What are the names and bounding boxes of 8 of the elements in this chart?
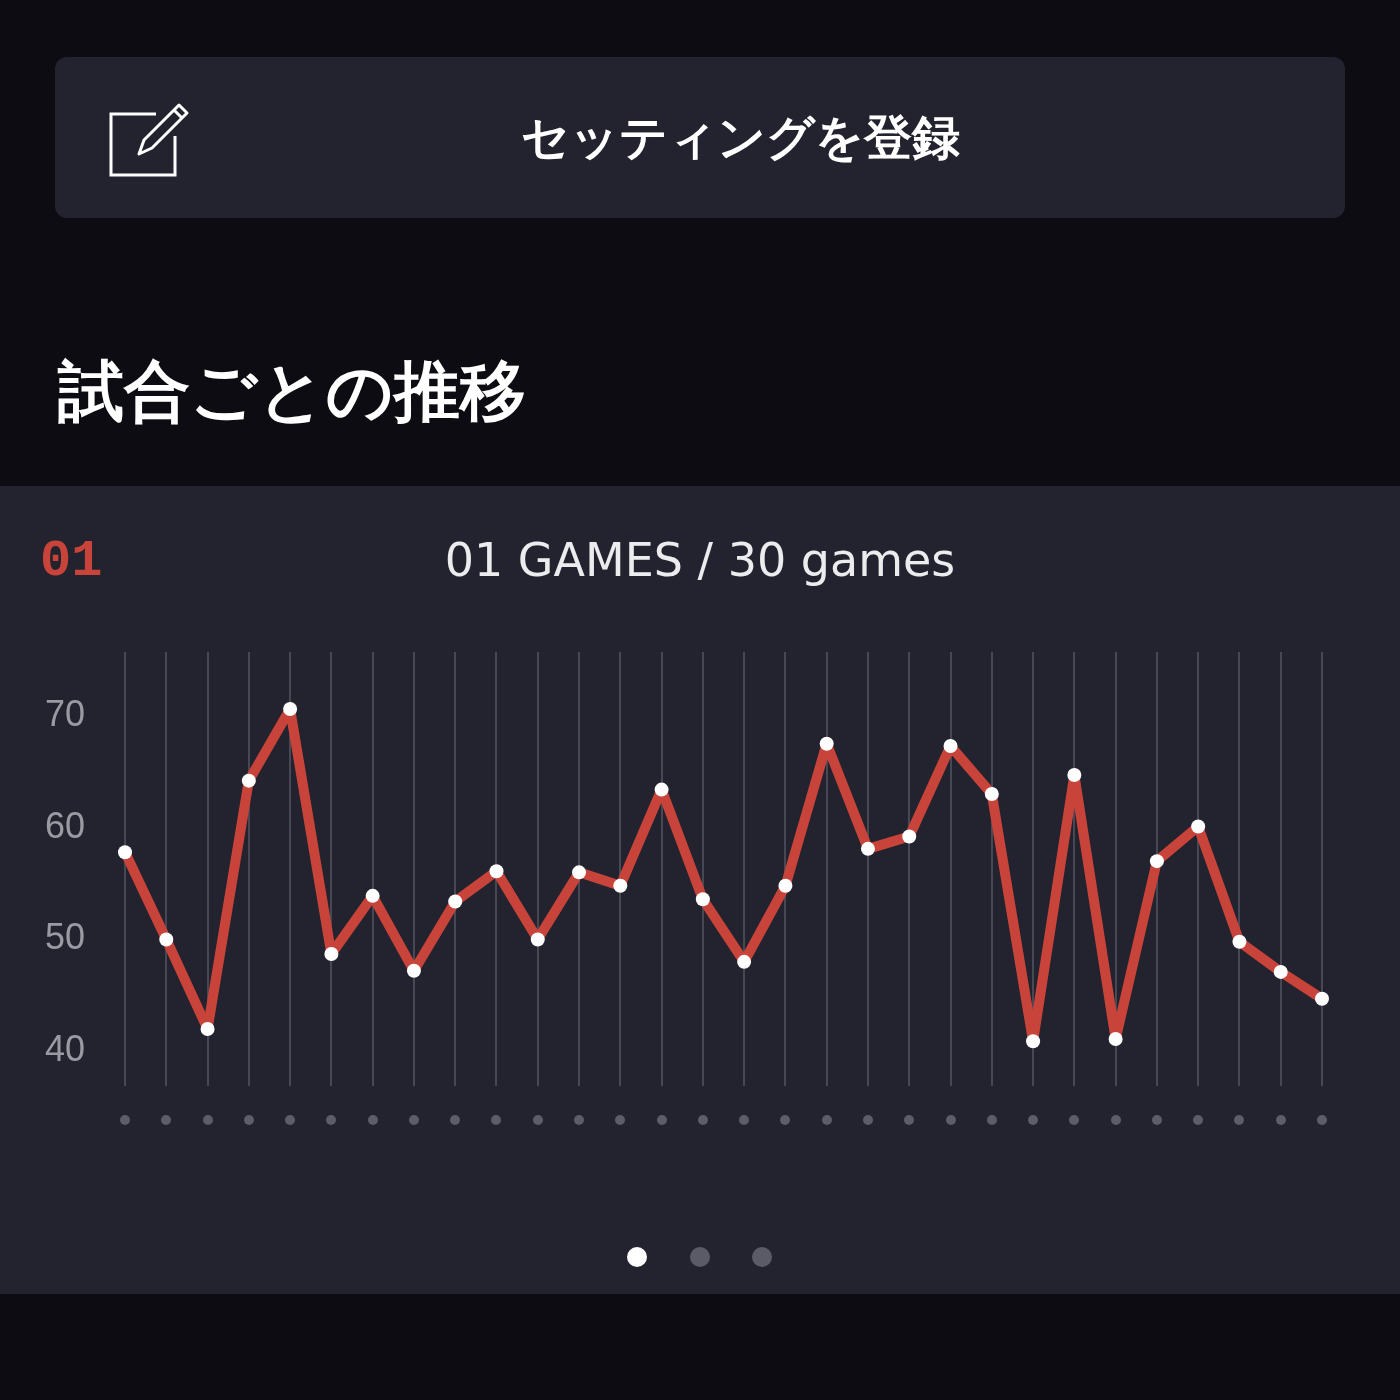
- chart-subtitle: 01 GAMES / 30 games: [444, 532, 956, 587]
- y-tick-label: 50: [44, 916, 85, 958]
- button: セッティングを登録: [55, 57, 1345, 218]
- y-tick-label: 40: [44, 1028, 85, 1070]
- text: 01: [40, 532, 103, 592]
- chart-title: 試合ごとの推移: [58, 353, 526, 430]
- y-tick-label: 70: [44, 692, 85, 734]
- y-tick-label: 60: [44, 804, 85, 846]
